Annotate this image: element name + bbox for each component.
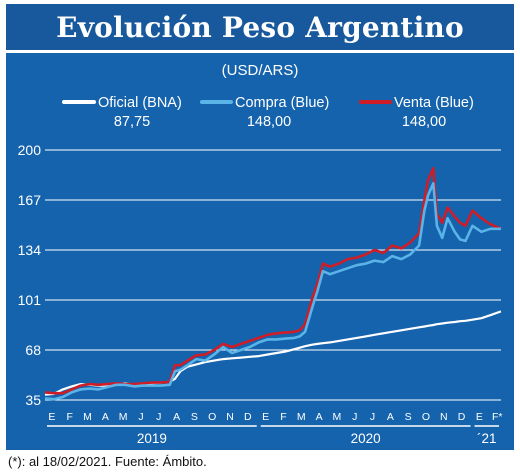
x-tick-label-11: D: [244, 411, 252, 423]
year-label-0: 2019: [137, 431, 167, 446]
x-tick-label-5: J: [138, 411, 143, 423]
x-tick-label-10: N: [226, 411, 234, 423]
chart-title: Evolución Peso Argentino: [6, 4, 514, 50]
year-label-1: 2020: [351, 431, 381, 446]
x-tick-label-6: J: [156, 411, 161, 423]
y-tick-label-167: 167: [18, 192, 42, 208]
x-tick-label-15: A: [316, 411, 323, 423]
x-tick-label-12: E: [262, 411, 269, 423]
x-tick-label-9: O: [208, 411, 216, 423]
y-tick-label-35: 35: [25, 392, 41, 408]
x-tick-label-21: O: [422, 411, 430, 423]
x-tick-label-18: J: [370, 411, 375, 423]
x-tick-label-22: N: [440, 411, 448, 423]
footnote: (*): al 18/02/2021. Fuente: Ámbito.: [8, 454, 207, 469]
x-tick-label-4: M: [119, 411, 128, 423]
year-label-2: ´21: [477, 431, 497, 446]
x-tick-label-20: S: [405, 411, 412, 423]
x-tick-label-7: A: [173, 411, 180, 423]
x-tick-label-8: S: [191, 411, 198, 423]
chart-subtitle: (USD/ARS): [222, 62, 299, 79]
x-tick-label-0: E: [48, 411, 55, 423]
legend-label-2: Venta (Blue): [394, 95, 474, 111]
legend-label-0: Oficial (BNA): [98, 95, 182, 111]
x-tick-label-16: M: [333, 411, 342, 423]
series-line-2: [44, 166, 502, 395]
legend-value-2: 148,00: [402, 114, 446, 130]
chart-panel: (USD/ARS) Oficial (BNA) 87,75 Compra (Blue)…: [6, 53, 514, 450]
x-tick-label-2: M: [83, 411, 92, 423]
chart-svg: (USD/ARS) Oficial (BNA) 87,75 Compra (Blue)…: [18, 62, 503, 446]
x-tick-label-23: D: [458, 411, 466, 423]
y-tick-label-200: 200: [18, 142, 42, 158]
x-tick-label-1: F: [67, 411, 73, 423]
legend-label-1: Compra (Blue): [235, 95, 329, 111]
x-tick-label-25: F*: [492, 411, 503, 423]
x-tick-label-24: E: [476, 411, 483, 423]
x-tick-label-14: M: [297, 411, 306, 423]
series-line-0: [44, 310, 502, 396]
y-tick-label-134: 134: [18, 242, 42, 258]
legend-value-0: 87,75: [114, 114, 150, 130]
x-tick-label-17: J: [352, 411, 357, 423]
series-line-1: [44, 182, 501, 401]
legend-value-1: 148,00: [247, 114, 291, 130]
y-tick-label-68: 68: [25, 342, 41, 358]
y-tick-label-101: 101: [18, 292, 42, 308]
x-tick-label-19: A: [387, 411, 394, 423]
x-tick-label-3: A: [102, 411, 109, 423]
x-tick-label-13: F: [280, 411, 286, 423]
